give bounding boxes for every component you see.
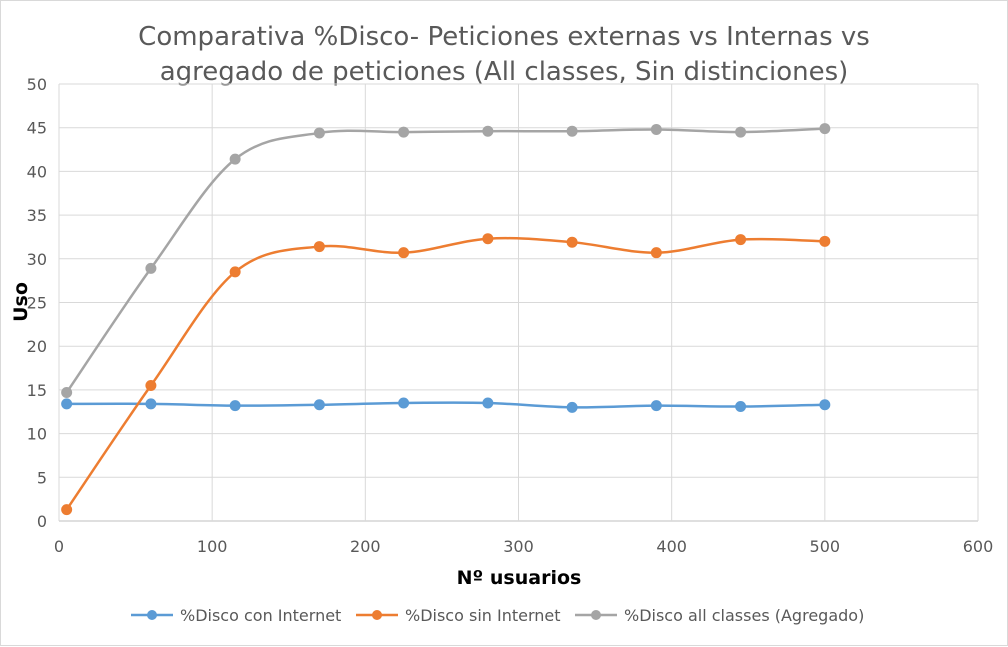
x-tick-label: 400 [656,537,687,556]
y-tick-label: 20 [27,337,47,356]
data-point [229,266,241,278]
data-point [819,123,831,135]
data-point [61,504,73,516]
data-point [819,399,831,411]
legend: %Disco con Internet %Disco sin Internet %D… [131,606,864,625]
data-point [650,400,662,412]
data-point [398,126,410,138]
data-point [145,262,157,274]
x-tick-label: 600 [963,537,994,556]
y-tick-label: 10 [27,425,47,444]
y-tick-label: 35 [27,206,47,225]
legend-label: %Disco sin Internet [405,606,561,625]
series-line-2 [65,236,827,511]
data-point [566,401,578,413]
data-point [229,400,241,412]
legend-marker [147,610,157,620]
data-point [650,247,662,259]
data-point [735,126,747,138]
legend-marker [591,610,601,620]
data-point [398,247,410,259]
series-line-3 [65,127,827,394]
data-point [61,387,73,399]
series-lines [65,127,827,511]
y-tick-label: 30 [27,250,47,269]
data-point [398,397,410,409]
x-axis-title: Nº usuarios [457,567,582,589]
chart-title-line-1: Comparativa %Disco- Peticiones externas … [138,22,870,52]
data-point [566,125,578,137]
data-point [145,380,157,392]
data-point [566,236,578,248]
data-point [735,234,747,246]
legend-marker [372,610,382,620]
x-tick-label: 0 [54,537,64,556]
y-tick-label: 5 [37,468,47,487]
legend-label: %Disco all classes (Agregado) [624,606,864,625]
data-point [482,233,494,245]
y-tick-label: 0 [37,512,47,531]
data-point [61,398,73,410]
series-markers [61,123,831,516]
data-point [313,241,325,253]
y-tick-label: 40 [27,162,47,181]
y-tick-label: 25 [27,294,47,313]
data-point [313,127,325,139]
data-point [482,125,494,137]
legend-label: %Disco con Internet [180,606,341,625]
x-tick-label: 100 [197,537,228,556]
data-point [229,153,241,165]
y-tick-label: 15 [27,381,47,400]
data-point [735,401,747,413]
x-tick-label: 500 [810,537,841,556]
data-point [482,397,494,409]
data-point [650,123,662,135]
gridlines [58,83,979,522]
data-point [145,398,157,410]
chart-title-line-2: agregado de peticiones (All classes, Sin… [160,57,849,87]
series-line-1 [65,401,827,409]
y-tick-label: 50 [27,75,47,94]
data-point [313,399,325,411]
x-tick-label: 300 [503,537,534,556]
x-tick-label: 200 [350,537,381,556]
y-tick-label: 45 [27,119,47,138]
y-axis-title: Uso [10,282,32,322]
data-point [819,235,831,247]
